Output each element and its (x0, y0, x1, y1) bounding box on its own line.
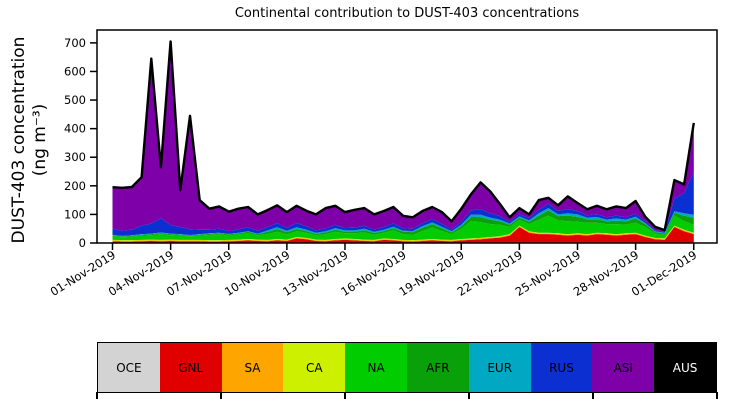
legend-item-gnl: GNL (159, 343, 222, 392)
legend-axis-tick (468, 392, 470, 399)
y-tick-label: 0 (79, 236, 86, 250)
legend-item-rus: RUS (530, 343, 593, 392)
legend-axis-tick (716, 392, 718, 399)
chart-title: Continental contribution to DUST-403 con… (234, 6, 580, 21)
y-tick-label: 200 (64, 179, 86, 193)
legend-item-sa: SA (221, 343, 284, 392)
y-tick-label: 300 (64, 150, 86, 164)
legend-item-eur: EUR (468, 343, 531, 392)
legend-item-asi: ASI (592, 343, 655, 392)
total-line (112, 40, 695, 232)
legend-item-aus: AUS (654, 343, 716, 392)
legend: OCE GNL SA CA NA AFR EUR RUS ASI AUS (97, 342, 717, 393)
area-asi (112, 41, 694, 232)
area-gnl (112, 227, 694, 243)
stacked-areas (112, 41, 694, 243)
x-axis: 01-Nov-201904-Nov-201907-Nov-201910-Nov-… (48, 243, 700, 299)
y-tick-label: 500 (64, 93, 86, 107)
x-tick-label: 01-Dec-2019 (629, 248, 700, 299)
y-tick-label: 100 (64, 207, 86, 221)
axes-spines (96, 29, 718, 244)
y-tick-label: 400 (64, 122, 86, 136)
legend-axis-tick (220, 392, 222, 399)
y-axis: 0 100 200 300 400 500 600 700 (64, 36, 97, 250)
legend-item-ca: CA (283, 343, 346, 392)
legend-axis-tick (592, 392, 594, 399)
y-tick-label: 700 (64, 36, 86, 50)
area-afr (112, 210, 694, 238)
legend-axis-tick (96, 392, 98, 399)
area-eur (112, 208, 694, 237)
area-na (112, 215, 694, 241)
area-rus (112, 171, 694, 236)
y-tick-label: 600 (64, 64, 86, 78)
legend-item-afr: AFR (406, 343, 469, 392)
legend-item-na: NA (345, 343, 407, 392)
legend-item-oce: OCE (98, 343, 160, 392)
legend-axis-tick (344, 392, 346, 399)
plot-area: 0 100 200 300 400 500 600 700 01-Nov-201904-Nov-… (48, 29, 718, 299)
